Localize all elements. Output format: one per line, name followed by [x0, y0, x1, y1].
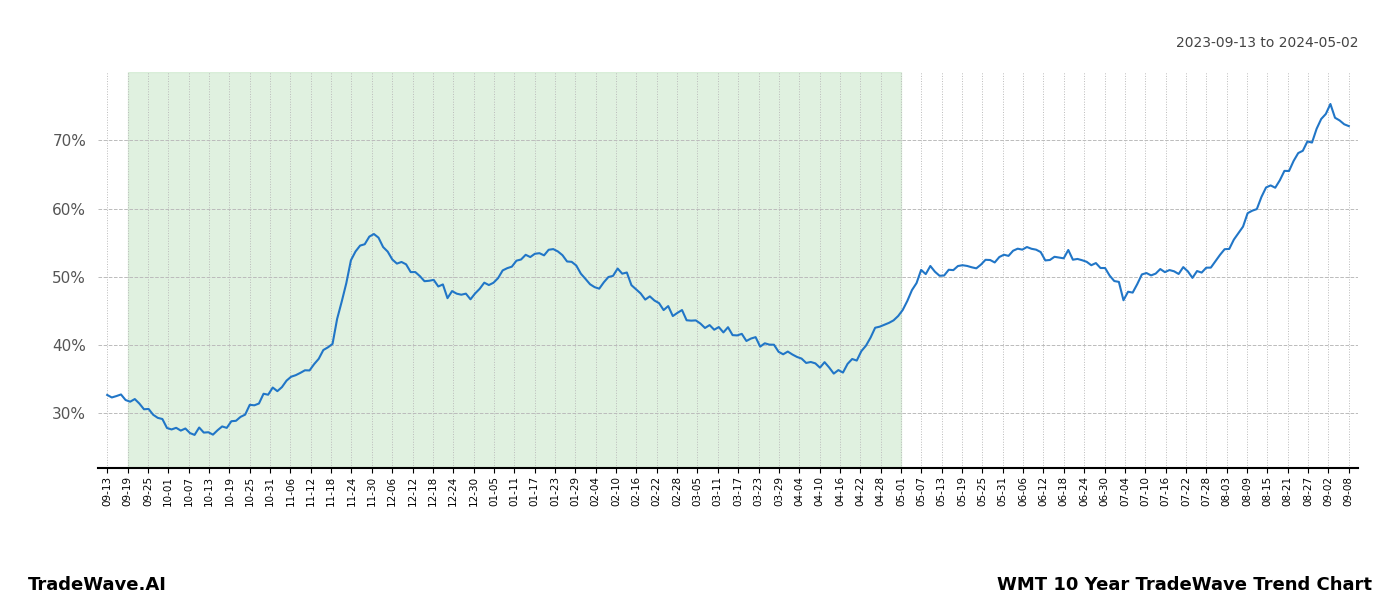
Text: 2023-09-13 to 2024-05-02: 2023-09-13 to 2024-05-02 [1176, 36, 1358, 50]
Text: WMT 10 Year TradeWave Trend Chart: WMT 10 Year TradeWave Trend Chart [997, 576, 1372, 594]
Bar [127, 72, 902, 468]
Text: TradeWave.AI: TradeWave.AI [28, 576, 167, 594]
